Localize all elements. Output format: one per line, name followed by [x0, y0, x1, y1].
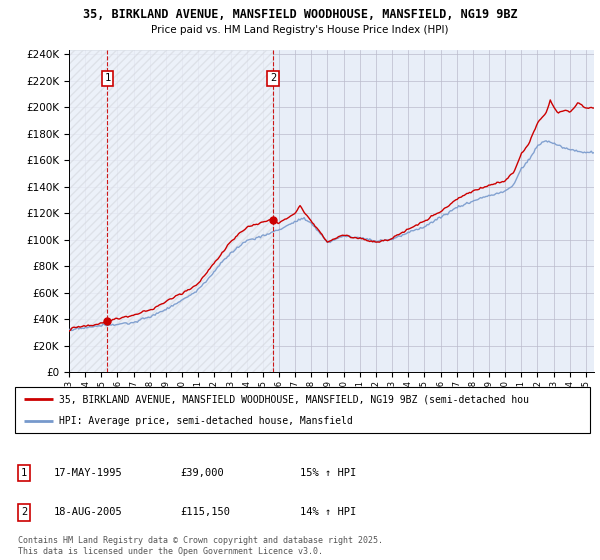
Bar — [69, 50, 273, 372]
Text: 2: 2 — [270, 73, 276, 83]
Text: Contains HM Land Registry data © Crown copyright and database right 2025.
This d: Contains HM Land Registry data © Crown c… — [18, 536, 383, 556]
Text: Price paid vs. HM Land Registry's House Price Index (HPI): Price paid vs. HM Land Registry's House … — [151, 25, 449, 35]
Text: £39,000: £39,000 — [180, 468, 224, 478]
Text: 14% ↑ HPI: 14% ↑ HPI — [300, 507, 356, 517]
Text: 15% ↑ HPI: 15% ↑ HPI — [300, 468, 356, 478]
FancyBboxPatch shape — [15, 388, 590, 433]
Text: 35, BIRKLAND AVENUE, MANSFIELD WOODHOUSE, MANSFIELD, NG19 9BZ: 35, BIRKLAND AVENUE, MANSFIELD WOODHOUSE… — [83, 8, 517, 21]
Text: 18-AUG-2005: 18-AUG-2005 — [54, 507, 123, 517]
Text: 2: 2 — [21, 507, 27, 517]
Text: £115,150: £115,150 — [180, 507, 230, 517]
Text: 17-MAY-1995: 17-MAY-1995 — [54, 468, 123, 478]
Text: 1: 1 — [104, 73, 110, 83]
Text: 1: 1 — [21, 468, 27, 478]
Bar — [69, 50, 273, 372]
Text: HPI: Average price, semi-detached house, Mansfield: HPI: Average price, semi-detached house,… — [59, 416, 352, 426]
Text: 35, BIRKLAND AVENUE, MANSFIELD WOODHOUSE, MANSFIELD, NG19 9BZ (semi-detached hou: 35, BIRKLAND AVENUE, MANSFIELD WOODHOUSE… — [59, 394, 529, 404]
